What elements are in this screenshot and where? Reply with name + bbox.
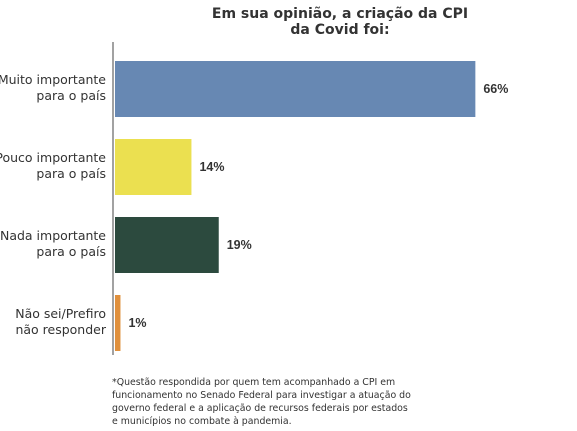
bar-chart: 66% Muito importante para o país 14% Pouco i… bbox=[0, 42, 508, 355]
category-label-3: Nada importante para o país bbox=[0, 228, 106, 259]
bar-4 bbox=[115, 295, 121, 351]
bar-3 bbox=[115, 217, 219, 273]
category-label-4: Não sei/Prefiro não responder bbox=[15, 306, 107, 337]
bar-2 bbox=[115, 139, 192, 195]
chart-title: Em sua opinião, a criação da CPI da Covi… bbox=[211, 6, 469, 38]
value-label-3: 19% bbox=[227, 238, 252, 252]
value-label-1: 66% bbox=[483, 82, 508, 96]
value-label-2: 14% bbox=[199, 160, 224, 174]
value-label-4: 1% bbox=[128, 316, 146, 330]
bar-1 bbox=[115, 61, 476, 117]
category-label-2: Pouco importante para o país bbox=[0, 150, 106, 181]
category-label-1: Muito importante para o país bbox=[0, 72, 106, 103]
bars: 66% Muito importante para o país 14% Pouco i… bbox=[0, 61, 508, 351]
footnote: *Questão respondida por quem tem acompan… bbox=[112, 377, 411, 427]
